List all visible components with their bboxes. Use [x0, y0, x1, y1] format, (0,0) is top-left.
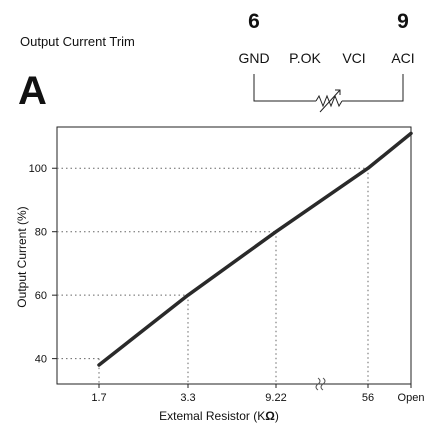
y-tick-label: 60: [35, 290, 47, 302]
y-tick-label: 100: [29, 163, 47, 175]
y-tick-label: 80: [35, 227, 47, 239]
pin-number-6: 6: [248, 10, 260, 33]
pin-label-aci: ACI: [391, 50, 414, 66]
x-tick-label: 9.22: [265, 392, 286, 404]
x-axis-title: Extemal Resistor (KΩ): [159, 409, 279, 423]
variable-arrow-icon: [319, 89, 341, 113]
x-tick-label: 1.7: [91, 392, 106, 404]
panel-letter: A: [18, 69, 47, 113]
y-tick-label: 40: [35, 354, 47, 366]
y-axis-title: Output Current (%): [15, 206, 29, 307]
axis-break-icon: [315, 377, 326, 391]
y-axis: 40 60 80 100: [29, 163, 57, 366]
guide-lines: [57, 167, 369, 384]
pin-number-9: 9: [397, 10, 409, 33]
pin-label-vci: VCI: [342, 50, 365, 66]
resistor-icon: [315, 94, 343, 108]
series-group: [97, 131, 413, 367]
x-tick-label: 56: [362, 392, 374, 404]
pin-label-gnd: GND: [238, 50, 269, 66]
x-axis: 1.7 3.3 9.22 56 Open: [91, 384, 424, 404]
x-tick-label: Open: [398, 392, 425, 404]
x-tick-label: 3.3: [180, 392, 195, 404]
plot-area: [56, 126, 412, 385]
trim-resistor-circuit: [253, 74, 404, 113]
page-title: Output Current Trim: [20, 34, 135, 49]
pin-label-pok: P.OK: [289, 50, 321, 66]
